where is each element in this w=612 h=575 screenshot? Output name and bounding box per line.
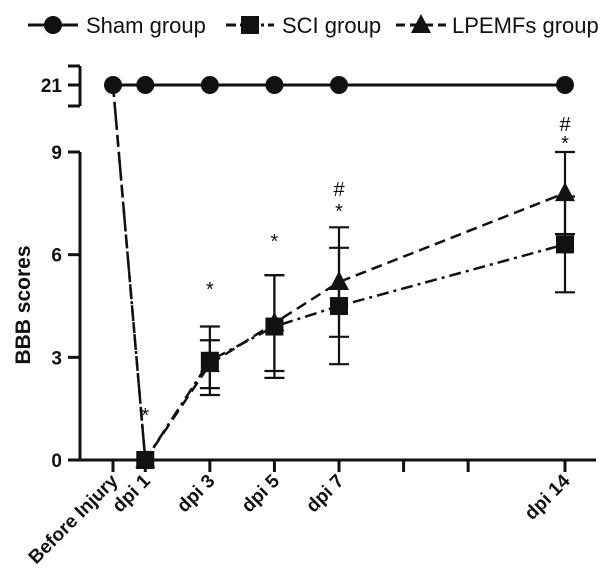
legend-label-sham: Sham group (86, 13, 206, 38)
legend-label-sci: SCI group (282, 13, 381, 38)
sham-point (136, 76, 155, 94)
x-tick-label: dpi 5 (238, 470, 285, 517)
lpemfs-point (264, 312, 285, 332)
legend: Sham group SCI group LPEMFs group (28, 13, 599, 38)
significance-annotations: ****#*# (141, 114, 571, 427)
sci-point (330, 297, 348, 315)
legend-label-lpemfs: LPEMFs group (452, 13, 599, 38)
sham-point (330, 76, 348, 94)
significance-hash: # (333, 179, 345, 201)
significance-star: * (271, 231, 279, 253)
lpemfs-point (555, 182, 575, 202)
x-tick-label: dpi 3 (173, 471, 219, 517)
legend-item-lpemfs: LPEMFs group (396, 13, 599, 38)
legend-item-sham: Sham group (28, 13, 206, 38)
significance-star: * (561, 133, 569, 155)
significance-star: * (206, 279, 214, 301)
x-tick-label: Before Injury (25, 470, 123, 568)
y-tick-label: 21 (41, 76, 63, 97)
significance-star: * (141, 405, 149, 427)
lpemfs-point (329, 271, 349, 291)
lpemfs-point (199, 353, 220, 373)
legend-item-sci: SCI group (226, 13, 381, 38)
y-tick-label: 3 (51, 348, 62, 369)
y-ticks: 0 3 6 9 21 (41, 76, 80, 472)
sham-point (556, 76, 574, 94)
x-tick-label: dpi 1 (109, 470, 156, 517)
lpemfs-line (111, 84, 566, 464)
lpemfs-point (135, 449, 156, 468)
sham-point (104, 76, 122, 94)
sci-point (556, 235, 574, 254)
sham-point (265, 76, 284, 94)
y-tick-label: 0 (51, 451, 62, 472)
x-tick-label: dpi 14 (521, 470, 575, 524)
y-axis-label: BBB scores (12, 245, 35, 364)
y-tick-label: 9 (51, 143, 62, 164)
y-axis-upper (68, 64, 82, 108)
sham-point (200, 76, 219, 94)
significance-star: * (335, 201, 343, 223)
data-series (104, 76, 575, 469)
y-tick-label: 6 (51, 246, 62, 267)
significance-hash: # (559, 114, 571, 136)
x-tick-label: dpi 7 (302, 471, 348, 517)
